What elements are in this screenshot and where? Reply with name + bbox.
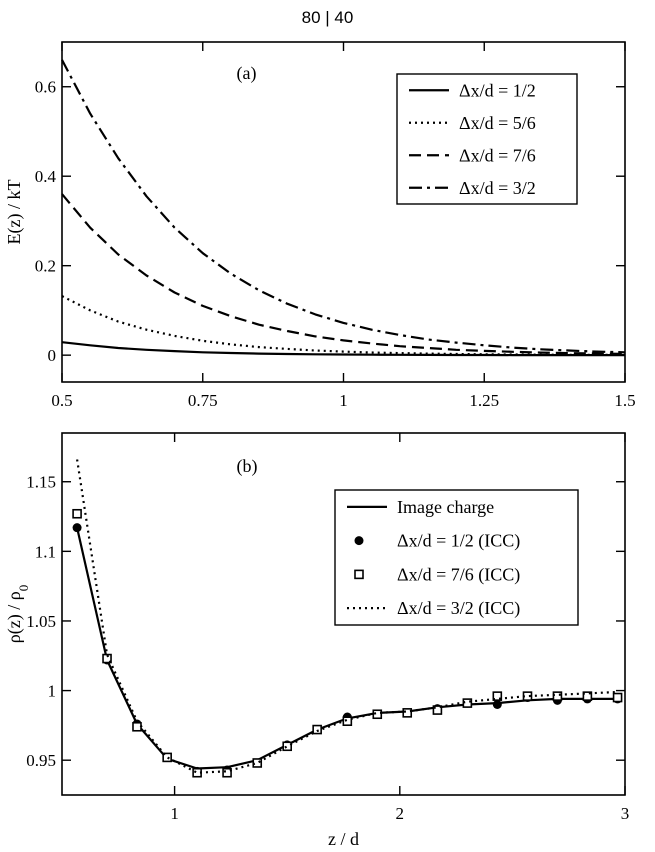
panel-b-series-2-point [72,523,82,533]
panel-b-series-3-point [582,691,593,701]
panel-b-series-3-point [612,692,623,703]
panel-a-ytick-label: 0 [48,346,57,365]
panel-b-legend-entry-2: Δx/d = 1/2 (ICC) [397,531,520,552]
panel-b-series-3-point [282,741,293,752]
panel-b-xtick-label: 3 [621,804,630,823]
panel-a-legend [396,73,578,205]
panel-a-legend-entry-2: Δx/d = 5/6 [459,113,536,133]
panel-b-ytick-label: 1.05 [26,612,56,631]
panel-b-ytick-label: 1.1 [35,542,56,561]
panel-a-series-3-line [61,193,626,355]
panel-b-series-3-point [312,724,322,735]
panel-b-legend-entry-4: Δx/d = 3/2 (ICC) [397,598,520,619]
panel-b-label: (b) [237,456,258,477]
panel-b-series-3-point [162,752,172,763]
panel-b-series-3-point [192,767,202,778]
panel-a-ylabel: E(z) / kT [4,180,25,245]
panel-b-ytick-label: 1.15 [26,473,56,492]
panel-b-xtick-label: 1 [170,804,179,823]
panel-b-series-3-point [342,716,353,727]
panel-a-legend-entry-1: Δx/d = 1/2 [459,80,536,100]
panel-a-series-1-line [61,341,625,357]
panel-a-ytick-label: 0.2 [35,257,56,276]
panel-b-legend-swatch-3 [354,569,364,580]
panel-b-series-3-point [72,508,82,519]
panel-a-xtick-label: 1 [339,391,348,410]
panel-a-xtick-label: 1.25 [469,391,499,410]
panel-a-legend-entry-3: Δx/d = 7/6 [459,145,536,165]
panel-b-series-2-point [492,700,502,709]
panel-a-xtick-label: 0.75 [188,391,218,410]
panel-b-legend-entry-3: Δx/d = 7/6 (ICC) [397,564,520,585]
panel-b-ylabel-subscript: 0 [16,585,31,592]
panel-b-ytick-label: 0.95 [26,751,56,770]
panel-a-series-4-line [61,59,626,354]
panel-b-series-3-point [432,705,443,715]
panel-b-xlabel: z / d [328,829,359,849]
panel-a-ytick-label: 0.4 [35,167,57,186]
panel-b-series-3-point [102,653,112,664]
panel-b-series-3-point [372,709,383,720]
panel-a-legend-entry-4: Δx/d = 3/2 [459,178,536,198]
panel-a-series-2-line [61,295,625,356]
panel-a-label: (a) [237,63,257,84]
panel-b-xtick-label: 2 [396,804,405,823]
panel-a-xtick-label: 0.5 [51,391,72,410]
panel-b-series-3-point [222,767,232,778]
panel-b-legend-entry-1: Image charge [397,497,494,517]
panel-b-ytick-label: 1 [48,682,57,701]
panel-a-ytick-label: 0.6 [35,78,56,97]
panel-b-frame [61,432,626,796]
panel-b-series-3-point [552,691,563,701]
panel-b-legend-swatch-2 [354,536,364,546]
panel-b-series-3-point [402,708,413,718]
panel-a-xtick-label: 1.5 [614,391,635,410]
panel-b-series-3-point [132,721,142,732]
page-header: 80 | 40 [301,8,354,27]
panel-b-legend [334,489,579,626]
panel-b-series-3-point [492,691,503,701]
